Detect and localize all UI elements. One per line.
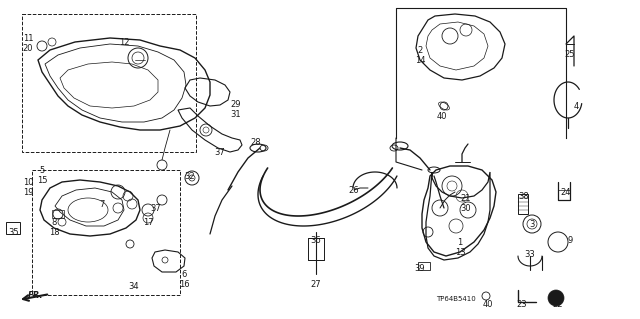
Text: 3: 3 xyxy=(529,220,534,229)
Text: 25: 25 xyxy=(564,50,575,59)
Text: 40: 40 xyxy=(436,112,447,121)
Text: 37: 37 xyxy=(214,148,225,157)
Bar xyxy=(22,14,196,152)
Bar xyxy=(6,222,20,234)
Text: 39: 39 xyxy=(415,264,426,273)
Text: 4: 4 xyxy=(573,102,579,111)
Text: 34: 34 xyxy=(129,282,140,291)
Bar xyxy=(32,170,180,295)
Text: 9: 9 xyxy=(568,236,573,245)
Text: 37: 37 xyxy=(150,204,161,213)
Text: 35: 35 xyxy=(9,228,19,237)
Text: 8
18: 8 18 xyxy=(49,218,60,237)
Text: 2
14: 2 14 xyxy=(415,46,425,65)
Circle shape xyxy=(548,290,564,306)
Bar xyxy=(308,238,324,260)
Text: 5
15: 5 15 xyxy=(36,166,47,185)
Text: 29
31: 29 31 xyxy=(230,100,241,119)
Text: TP64B5410: TP64B5410 xyxy=(436,296,476,302)
Text: 17: 17 xyxy=(143,218,154,227)
Text: 11
20: 11 20 xyxy=(23,34,33,53)
Text: 32: 32 xyxy=(185,172,195,181)
Text: 12: 12 xyxy=(119,38,129,47)
Text: 10
19: 10 19 xyxy=(23,178,33,197)
Text: 38: 38 xyxy=(518,192,529,201)
Text: 40: 40 xyxy=(483,300,493,309)
Text: 24: 24 xyxy=(561,188,572,197)
Text: 7: 7 xyxy=(99,200,105,209)
Bar xyxy=(518,194,528,214)
Text: 28: 28 xyxy=(251,138,261,147)
Text: 23: 23 xyxy=(516,300,527,309)
Bar xyxy=(418,262,430,270)
Text: 33: 33 xyxy=(525,250,536,259)
Text: 36: 36 xyxy=(310,236,321,245)
Text: 26: 26 xyxy=(349,186,359,195)
Bar xyxy=(52,210,64,218)
Text: 22: 22 xyxy=(553,300,563,309)
Text: FR.: FR. xyxy=(28,292,44,300)
Text: 1
13: 1 13 xyxy=(454,238,465,257)
Text: 21
30: 21 30 xyxy=(461,194,471,213)
Text: 27: 27 xyxy=(310,280,321,289)
Text: 6
16: 6 16 xyxy=(179,270,189,289)
